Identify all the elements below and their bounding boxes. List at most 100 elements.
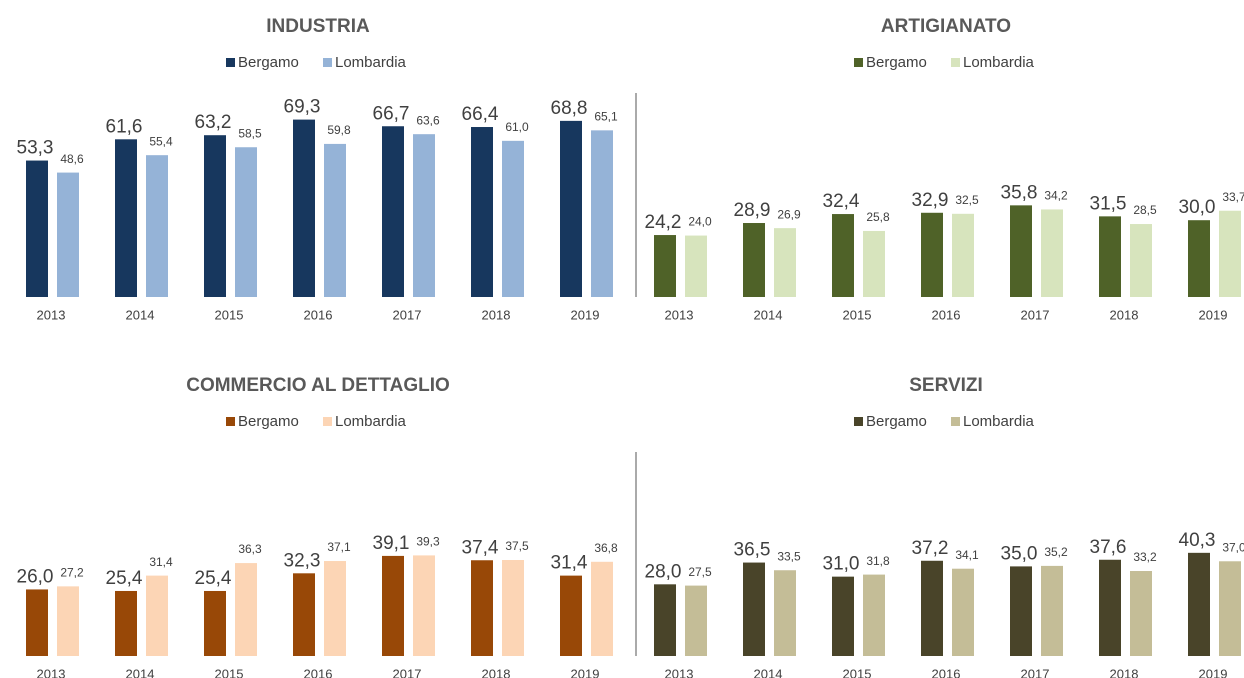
data-label: 63,2 xyxy=(195,112,232,133)
bar xyxy=(921,560,943,656)
bar xyxy=(832,576,854,656)
bar xyxy=(293,119,315,297)
legend-label: Bergamo xyxy=(238,413,299,430)
bar xyxy=(57,172,79,297)
data-label: 30,0 xyxy=(1179,197,1216,218)
x-tick-label: 2015 xyxy=(215,666,244,678)
bar xyxy=(26,589,48,656)
data-label: 28,0 xyxy=(645,561,682,582)
bar xyxy=(685,585,707,656)
data-label: 36,8 xyxy=(594,541,618,555)
x-tick-label: 2014 xyxy=(754,307,783,322)
bar xyxy=(382,126,404,297)
bar xyxy=(654,235,676,297)
bar xyxy=(560,120,582,297)
data-label: 27,5 xyxy=(688,565,712,579)
bar xyxy=(591,130,613,297)
data-label: 25,4 xyxy=(106,568,143,589)
x-tick-label: 2014 xyxy=(126,307,155,322)
bar xyxy=(235,563,257,656)
x-tick-label: 2019 xyxy=(571,666,600,678)
data-label: 37,4 xyxy=(462,537,499,558)
data-label: 65,1 xyxy=(594,110,618,124)
x-tick-label: 2017 xyxy=(1021,307,1050,322)
x-tick-label: 2016 xyxy=(304,307,333,322)
bar xyxy=(1130,571,1152,656)
bar xyxy=(1099,216,1121,297)
data-label: 61,0 xyxy=(505,120,529,134)
bar xyxy=(1041,209,1063,297)
bar xyxy=(382,555,404,656)
data-label: 28,9 xyxy=(734,200,771,221)
legend-label: Bergamo xyxy=(238,54,299,71)
x-tick-label: 2014 xyxy=(754,666,783,678)
data-label: 27,2 xyxy=(60,566,84,580)
data-label: 34,1 xyxy=(955,548,979,562)
bar xyxy=(921,212,943,297)
x-tick-label: 2015 xyxy=(843,307,872,322)
bar xyxy=(1041,565,1063,656)
x-tick-label: 2019 xyxy=(1199,666,1228,678)
bar xyxy=(115,139,137,297)
data-label: 24,2 xyxy=(645,212,682,233)
bar xyxy=(743,223,765,297)
legend-swatch xyxy=(323,58,332,67)
bar xyxy=(26,160,48,297)
data-label: 37,0 xyxy=(1222,540,1244,554)
x-tick-label: 2015 xyxy=(215,307,244,322)
legend-swatch xyxy=(226,58,235,67)
legend-label: Lombardia xyxy=(335,413,407,430)
bar xyxy=(471,560,493,656)
x-tick-label: 2017 xyxy=(1021,666,1050,678)
x-tick-label: 2018 xyxy=(482,307,511,322)
data-label: 26,9 xyxy=(777,207,801,221)
data-label: 32,3 xyxy=(284,550,321,571)
data-label: 69,3 xyxy=(284,97,321,118)
x-tick-label: 2013 xyxy=(37,666,66,678)
bar xyxy=(413,134,435,297)
data-label: 24,0 xyxy=(688,215,712,229)
data-label: 63,6 xyxy=(416,113,440,127)
data-label: 36,5 xyxy=(734,540,771,561)
data-label: 25,8 xyxy=(866,210,890,224)
data-label: 39,1 xyxy=(373,533,410,554)
data-label: 33,5 xyxy=(777,549,801,563)
data-label: 37,1 xyxy=(327,540,351,554)
bar xyxy=(146,575,168,656)
bar xyxy=(1099,559,1121,656)
data-label: 66,7 xyxy=(373,103,410,124)
x-tick-label: 2016 xyxy=(304,666,333,678)
data-label: 40,3 xyxy=(1179,530,1216,551)
chart-title: SERVIZI xyxy=(909,375,983,396)
x-tick-label: 2017 xyxy=(393,666,422,678)
data-label: 37,6 xyxy=(1090,537,1127,558)
bar xyxy=(57,586,79,656)
data-label: 36,3 xyxy=(238,542,262,556)
data-label: 66,4 xyxy=(462,104,499,125)
legend-label: Lombardia xyxy=(335,54,407,71)
bar xyxy=(1219,210,1241,297)
bar xyxy=(743,562,765,656)
data-label: 34,2 xyxy=(1044,189,1068,203)
x-tick-label: 2013 xyxy=(665,666,694,678)
bar xyxy=(685,235,707,297)
data-label: 37,5 xyxy=(505,539,529,553)
legend-label: Lombardia xyxy=(963,413,1035,430)
data-label: 26,0 xyxy=(17,566,54,587)
bar xyxy=(774,570,796,656)
data-label: 28,5 xyxy=(1133,203,1157,217)
legend-label: Lombardia xyxy=(963,54,1035,71)
bar xyxy=(1188,220,1210,297)
bar xyxy=(502,560,524,656)
data-label: 55,4 xyxy=(149,134,173,148)
data-label: 68,8 xyxy=(551,98,588,119)
data-label: 61,6 xyxy=(106,116,143,137)
bar xyxy=(832,214,854,297)
bar xyxy=(1188,552,1210,656)
data-label: 37,2 xyxy=(912,538,949,559)
chart-title: INDUSTRIA xyxy=(266,16,370,37)
data-label: 33,2 xyxy=(1133,550,1157,564)
data-label: 35,8 xyxy=(1001,182,1038,203)
bar xyxy=(1010,566,1032,656)
